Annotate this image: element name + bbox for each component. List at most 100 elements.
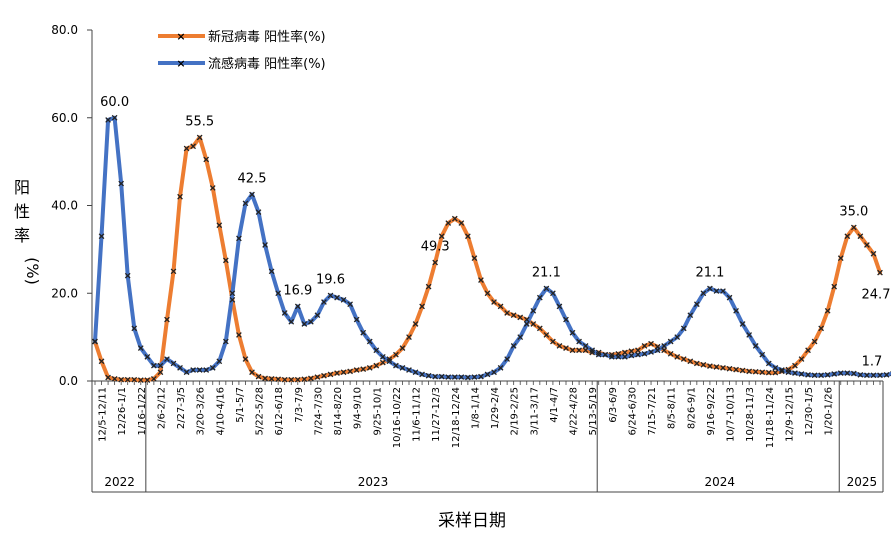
data-point	[864, 242, 870, 248]
data-point	[779, 368, 785, 375]
data-point	[641, 350, 648, 357]
data-point	[471, 255, 478, 262]
data-point	[818, 325, 824, 332]
data-point	[347, 368, 353, 375]
x-tick-label: 4/10-4/16	[215, 387, 226, 436]
data-point	[98, 358, 105, 365]
data-point	[177, 193, 183, 200]
data-point	[451, 215, 458, 222]
data-point	[739, 367, 746, 374]
data-point	[190, 143, 196, 150]
data-point	[465, 374, 471, 381]
data-point	[236, 332, 242, 338]
data-point	[379, 354, 386, 360]
data-point	[877, 372, 883, 379]
data-point	[628, 348, 635, 355]
year-label: 2024	[704, 475, 735, 489]
data-point	[667, 338, 674, 345]
year-label: 2022	[104, 475, 135, 489]
data-point	[170, 268, 177, 275]
data-point	[497, 364, 504, 371]
data-point	[281, 310, 288, 316]
data-point	[216, 358, 223, 365]
data-point	[308, 375, 314, 382]
data-point	[412, 321, 419, 327]
x-tick-label: 2/19-2/25	[510, 387, 521, 436]
data-point	[608, 354, 615, 360]
data-point	[229, 290, 236, 297]
y-tick-label: 40.0	[51, 199, 78, 213]
data-point	[386, 356, 393, 362]
series-line	[93, 115, 891, 380]
x-tick-label: 8/5-8/11	[667, 387, 678, 429]
data-point	[661, 343, 667, 349]
data-point	[720, 364, 726, 371]
data-label: 1.7	[862, 354, 883, 369]
data-point	[805, 347, 811, 354]
x-tick-label: 1/16-1/22	[137, 387, 148, 436]
data-point	[268, 375, 275, 382]
x-tick-label: 12/26-1/1	[117, 387, 128, 436]
data-point	[726, 294, 733, 301]
data-point	[275, 376, 282, 383]
data-point	[569, 347, 576, 354]
data-point	[425, 372, 432, 379]
data-point	[693, 301, 700, 308]
data-point	[844, 233, 851, 240]
data-point	[379, 359, 386, 366]
data-point	[857, 233, 864, 240]
data-point	[589, 347, 596, 354]
series-lines	[92, 114, 891, 383]
data-point	[229, 296, 236, 303]
data-point	[393, 351, 399, 358]
data-point	[622, 354, 628, 360]
x-tick-label: 5/22-5/28	[255, 387, 266, 436]
data-point	[883, 371, 890, 378]
data-point	[635, 351, 641, 358]
legend: × 新冠病毒 阳性率(%) × 流感病毒 阳性率(%)	[158, 29, 326, 72]
data-point	[170, 360, 177, 367]
data-point	[582, 347, 589, 354]
data-point	[648, 349, 654, 355]
data-point	[183, 145, 190, 152]
data-point	[360, 366, 367, 373]
data-point	[779, 367, 785, 373]
x-tick-label: 12/18-12/24	[451, 387, 462, 448]
data-point	[504, 356, 510, 362]
data-point	[478, 373, 484, 380]
data-label: 49.3	[421, 240, 450, 255]
data-point	[294, 303, 301, 310]
x-tick-label: 1/20-1/26	[824, 387, 835, 436]
data-point	[523, 321, 530, 327]
data-point	[811, 372, 818, 379]
x-tick-label: 4/22-4/28	[569, 387, 580, 436]
data-point	[419, 371, 425, 378]
data-point	[765, 369, 772, 376]
y-tick-labels: 0.0 20.0 40.0 60.0 80.0	[51, 23, 92, 388]
data-point	[393, 362, 399, 369]
data-point	[811, 338, 818, 345]
data-point	[366, 364, 373, 371]
data-point	[190, 367, 196, 373]
data-point	[314, 374, 321, 380]
x-tick-label: 2/27-3/5	[176, 387, 187, 429]
data-point	[294, 376, 301, 383]
data-point	[98, 233, 105, 240]
data-point	[340, 296, 347, 303]
data-point	[733, 366, 739, 373]
x-tick-label: 9/16-9/22	[706, 387, 717, 436]
data-point	[451, 374, 458, 380]
data-point	[765, 360, 772, 367]
x-tick-label: 10/16-10/22	[392, 387, 403, 448]
data-point	[281, 376, 288, 383]
data-point	[118, 376, 125, 383]
data-point	[785, 369, 792, 376]
x-tick-label: 10/7-10/13	[726, 387, 737, 442]
data-point	[288, 376, 295, 383]
data-point	[164, 316, 170, 323]
data-label: 21.1	[532, 265, 561, 280]
data-point	[327, 292, 334, 299]
data-point	[602, 351, 609, 358]
data-point	[687, 312, 694, 319]
